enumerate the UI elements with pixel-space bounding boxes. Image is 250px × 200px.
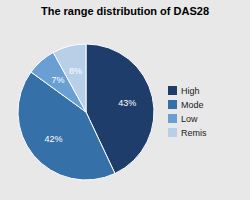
data-label: 8% [69,66,82,76]
legend-label: Low [181,114,198,124]
legend-label: Remis [181,128,207,138]
data-label: 7% [52,75,65,85]
legend-swatch [168,86,177,95]
legend-swatch [168,128,177,137]
pie [18,44,154,180]
data-label: 43% [118,98,136,108]
legend-swatch [168,100,177,109]
title: The range distribution of DAS28 [41,5,209,17]
data-labels: 43% 42% 7% 8% [45,66,137,144]
legend-label: High [181,86,200,96]
chart: The range distribution of DAS28 43% 42% 7% 8… [0,0,250,200]
data-label: 42% [45,134,63,144]
legend-label: Mode [181,100,204,110]
legend-swatch [168,114,177,123]
chart-container: The range distribution of DAS28 43% 42% 7% 8… [0,0,250,200]
legend: High Mode Low Remis [168,86,207,138]
background [0,0,250,200]
